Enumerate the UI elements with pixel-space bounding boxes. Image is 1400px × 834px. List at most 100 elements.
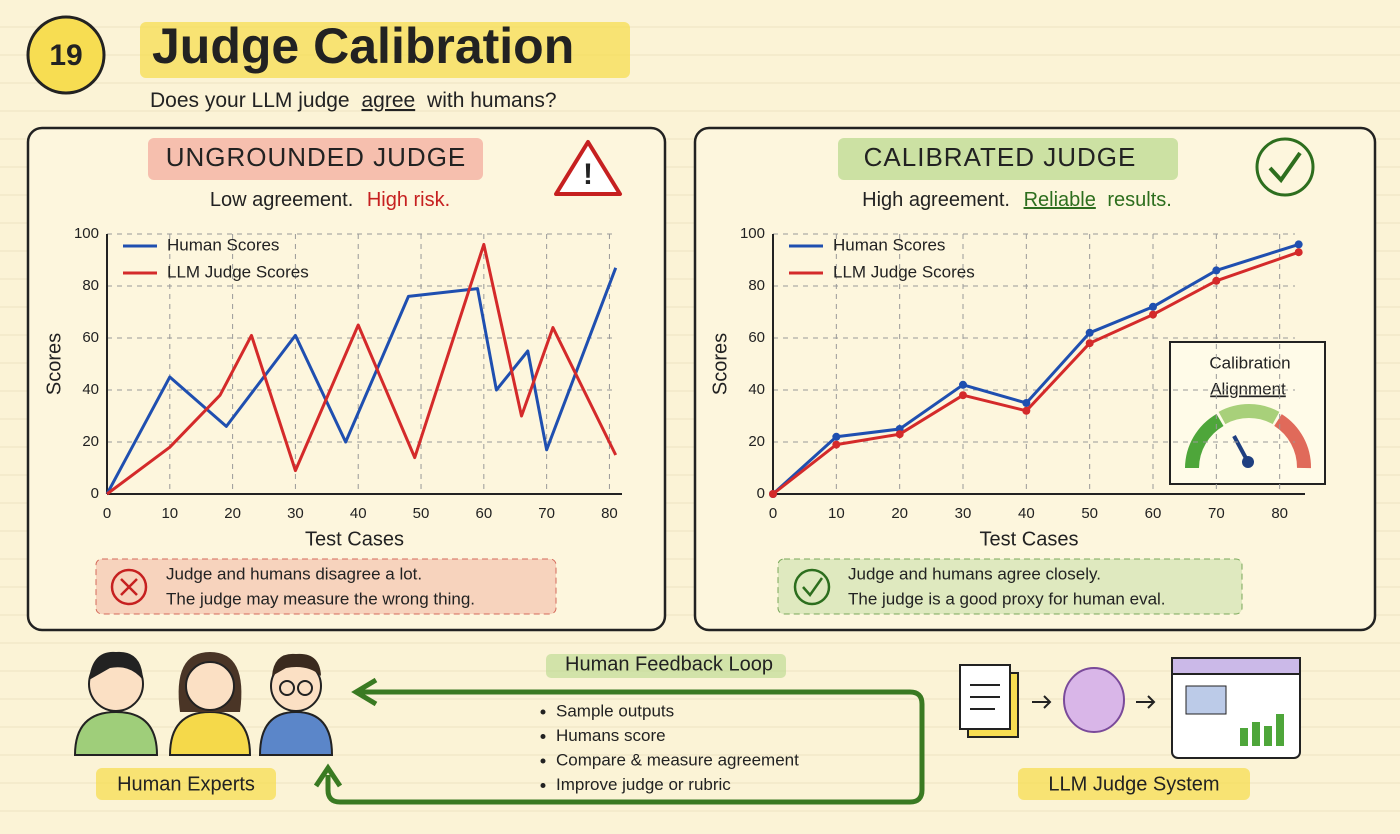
note-line: Judge and humans disagree a lot. [166,564,422,583]
arrow-head [313,763,343,788]
legend-label: Human Scores [833,235,945,254]
experts-label: Human Experts [117,773,255,795]
note-box [95,558,557,615]
x-tick-label: 0 [103,505,111,522]
arrow [1032,695,1052,709]
tagline-part: High risk. [367,189,450,211]
y-tick-label: 20 [748,433,765,450]
point [959,391,967,400]
tagline-part: results. [1107,189,1171,211]
panel-tagline: Low agreement. High risk. [210,189,450,211]
gauge-hub [1242,456,1254,468]
x-tick-label: 80 [1271,505,1288,522]
note-line: Judge and humans agree closely. [848,564,1101,583]
legend-label: LLM Judge Scores [833,262,975,281]
title-highlight [140,22,630,78]
point [1022,399,1031,407]
legend-label: LLM Judge Scores [167,262,309,281]
loop-item: Sample outputs [556,701,674,720]
dashboard-bar [1252,722,1260,746]
title: Judge Calibration [152,18,574,74]
y-tick-label: 40 [748,381,765,398]
subtitle-part: agree [361,89,415,112]
check-mark [1268,151,1302,184]
x-tick-label: 0 [769,505,777,522]
point [1212,266,1221,275]
point [1294,248,1303,257]
dashboard-bar [1264,726,1272,746]
y-tick-label: 60 [82,329,99,346]
label-highlight [96,768,276,800]
inset-title: Calibration [1209,353,1290,372]
loop-title-highlight [546,654,786,678]
arrow-head [351,677,378,707]
system-label: LLM Judge System [1048,773,1219,795]
cross-icon [110,568,148,606]
point [1212,276,1221,285]
x-tick-label: 20 [891,505,908,522]
point [1085,328,1094,337]
point [832,440,841,449]
point [1149,310,1157,319]
x-tick-label: 50 [1081,505,1098,522]
check-icon [793,568,831,606]
warning-mark: ! [583,158,593,191]
check-mark [802,577,824,598]
x-tick-label: 40 [350,505,367,522]
y-axis-label: Scores [43,333,65,395]
point [832,432,841,441]
panel-heading: UNGROUNDED JUDGE [166,142,467,172]
point [769,490,777,498]
x-tick-label: 70 [538,505,555,522]
y-tick-label: 100 [74,225,99,242]
doc-lines [970,684,1000,710]
point [1294,240,1303,249]
warning-icon [554,140,622,196]
y-axis-label: Scores [709,333,731,395]
point [1149,302,1157,311]
gauge-arc [1273,414,1312,469]
x-tick-label: 30 [287,505,304,522]
x-axis-label: Test Cases [305,528,404,550]
loop-item: Humans score [556,726,666,745]
person [258,653,334,756]
point [1085,339,1094,348]
series-line [106,242,618,496]
person [73,651,159,756]
panel-tagline: High agreement. Reliable results. [862,189,1172,211]
subtitle-part: Does your LLM judge [150,89,350,112]
arrow [1136,695,1156,709]
x-tick-label: 60 [475,505,492,522]
label-highlight [1018,768,1250,800]
bullet [540,709,546,715]
x-tick-label: 20 [224,505,241,522]
y-tick-label: 20 [82,433,99,450]
brain-icon [1063,667,1125,733]
x-tick-label: 70 [1208,505,1225,522]
dashboard-panel [1185,685,1227,715]
y-tick-label: 0 [757,485,765,502]
panel [693,126,1377,632]
loop-item: Improve judge or rubric [556,775,731,794]
bullet [540,783,546,788]
y-tick-label: 80 [748,277,765,294]
loop-items: Sample outputs Humans score Compare & meas… [540,701,799,794]
dashboard-bar [1276,714,1284,746]
check-icon [1255,137,1315,197]
heading-highlight [148,138,483,180]
inset-title: Alignment [1210,379,1286,398]
cross-mark [120,578,138,596]
note-box [777,558,1243,615]
tagline-part: Reliable [1024,189,1096,211]
panel-heading: CALIBRATED JUDGE [864,142,1137,172]
point [895,430,904,439]
note-line: The judge is a good proxy for human eval… [848,589,1166,608]
dashboard-bar [1171,657,1301,675]
subtitle-part: with humans? [426,89,557,112]
x-tick-label: 80 [601,505,618,522]
x-tick-label: 10 [161,505,178,522]
tagline-part: Low agreement. [210,189,353,211]
bullet [540,734,546,739]
